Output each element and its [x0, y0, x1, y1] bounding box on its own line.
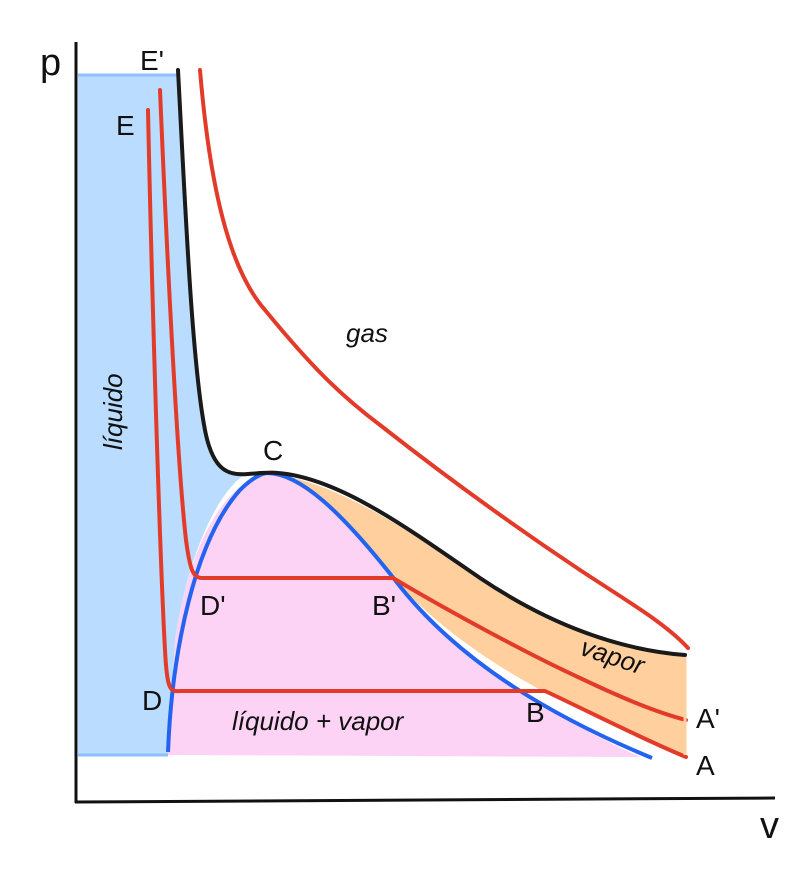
- region-label-liquid: líquido: [98, 373, 128, 450]
- critical-isotherm: [176, 68, 687, 657]
- point-label-A: A: [696, 750, 715, 781]
- x-axis: [74, 796, 776, 804]
- region-label-gas: gas: [346, 318, 388, 348]
- region-label-mixture: líquido + vapor: [232, 706, 405, 736]
- vapor-region: [265, 473, 685, 755]
- point-label-B: B: [526, 697, 545, 728]
- isotherm-EpDpBpAp: [158, 88, 688, 722]
- point-label-E: E: [116, 110, 135, 141]
- point-label-B-prime: B': [372, 590, 396, 621]
- mixture-region: [168, 473, 640, 757]
- y-axis-label: p: [40, 42, 61, 84]
- point-label-A-prime: A': [696, 703, 720, 734]
- saturation-dome: [166, 470, 653, 760]
- point-label-D-prime: D': [200, 590, 226, 621]
- liquid-region: [78, 75, 246, 755]
- isotherm-EDBA: [146, 108, 688, 759]
- point-label-E-prime: E': [140, 45, 164, 76]
- point-label-C: C: [263, 435, 283, 466]
- x-axis-label: v: [760, 805, 779, 847]
- point-label-D: D: [142, 685, 162, 716]
- isotherm-gas: [198, 68, 690, 650]
